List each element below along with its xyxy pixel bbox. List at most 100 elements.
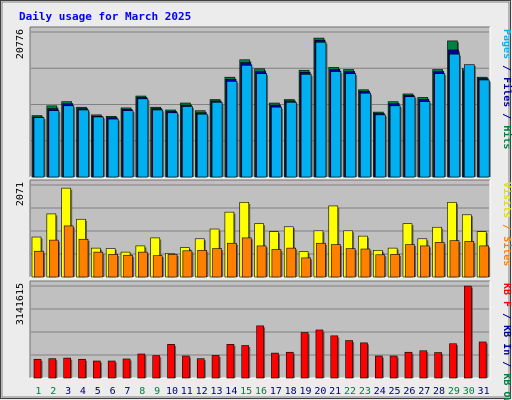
bar-pages-day-22 <box>345 73 356 178</box>
bar-kb-f-day-26 <box>404 351 413 379</box>
max-value-label: 2071 <box>15 182 26 206</box>
bar-sites-day-26 <box>405 244 415 278</box>
bar-pages-day-11 <box>182 106 193 178</box>
bar-kb-f-day-20 <box>315 329 324 379</box>
x-tick-label: 9 <box>154 386 160 397</box>
bar-sites-day-8 <box>138 251 148 278</box>
bar-sites-day-7 <box>123 254 133 278</box>
max-value-label: 3141615 <box>15 283 26 325</box>
bar-kb-f-day-6 <box>107 360 116 379</box>
x-tick-label: 23 <box>359 386 371 397</box>
bar-sites-day-21 <box>330 244 341 278</box>
bar-sites-day-3 <box>63 225 74 278</box>
bar-sites-day-15 <box>241 237 252 278</box>
x-tick-label: 30 <box>463 386 475 397</box>
bar-kb-f-day-8 <box>137 353 146 379</box>
bar-kb-f-day-25 <box>389 355 398 379</box>
bar-pages-day-10 <box>167 112 178 178</box>
bar-kb-f-day-13 <box>211 355 220 379</box>
bar-sites-day-2 <box>49 239 59 278</box>
x-tick-label: 2 <box>50 386 56 397</box>
bar-kb-f-day-27 <box>419 350 428 379</box>
bar-pages-day-4 <box>78 109 89 178</box>
bar-sites-day-13 <box>212 248 222 278</box>
bar-kb-f-day-16 <box>256 325 264 379</box>
bar-pages-day-27 <box>419 101 431 178</box>
x-tick-label: 7 <box>124 386 130 397</box>
x-tick-label: 12 <box>196 386 208 397</box>
legend-label: KB F / KB In / KB Out <box>501 283 512 400</box>
x-tick-label: 11 <box>181 386 193 397</box>
bar-sites-day-5 <box>93 251 104 278</box>
x-tick-label: 6 <box>110 386 116 397</box>
bar-pages-day-20 <box>315 42 327 178</box>
x-tick-label: 17 <box>270 386 282 397</box>
bar-kb-f-day-28 <box>434 352 442 379</box>
bar-sites-day-28 <box>434 242 445 278</box>
bar-sites-day-12 <box>197 250 208 278</box>
bar-sites-day-11 <box>182 250 193 278</box>
x-tick-label: 16 <box>255 386 267 397</box>
bar-kb-f-day-18 <box>285 351 294 379</box>
x-axis-labels: 1 2 3 4 5 6 7 8 9 10 11 12 13 14 15 16 17 18 19 20 21 22 23 24 2… <box>35 386 489 397</box>
x-tick-label: 24 <box>374 386 386 397</box>
x-tick-label: 15 <box>240 386 252 397</box>
bar-kb-f-day-4 <box>78 358 86 379</box>
legend-label: Visits / Sites <box>501 182 512 266</box>
bar-sites-day-20 <box>316 242 326 278</box>
bar-sites-day-30 <box>464 241 475 278</box>
bar-sites-day-31 <box>479 245 489 278</box>
bar-sites-day-9 <box>152 255 163 278</box>
bar-kb-f-day-11 <box>182 355 190 379</box>
bar-kb-f-day-5 <box>93 360 101 379</box>
bar-kb-f-day-12 <box>196 358 205 379</box>
bar-pages-day-21 <box>330 71 342 178</box>
bar-sites-day-1 <box>34 250 44 278</box>
bar-sites-day-18 <box>286 247 297 278</box>
x-tick-label: 19 <box>299 386 311 397</box>
x-tick-label: 26 <box>403 386 415 397</box>
bar-sites-day-19 <box>301 257 311 278</box>
panel-visits: 2071 Visits / Sites <box>15 179 512 278</box>
bar-pages-day-12 <box>196 113 208 178</box>
x-tick-label: 3 <box>65 386 71 397</box>
panel-kbytes: 3141615 KB F / KB In / KB Out <box>15 280 512 400</box>
bar-pages-day-28 <box>434 73 445 178</box>
bar-kb-f-day-10 <box>167 344 175 379</box>
bar-pages-day-1 <box>33 117 45 178</box>
bar-pages-day-29 <box>449 53 460 178</box>
bar-pages-day-7 <box>122 110 134 178</box>
bar-kb-f-day-15 <box>241 345 250 379</box>
x-tick-label: 29 <box>448 386 460 397</box>
bar-kb-f-day-23 <box>360 342 368 379</box>
max-value-label: 20776 <box>15 29 26 59</box>
bar-kb-f-day-24 <box>374 355 383 379</box>
bar-pages-day-16 <box>256 73 267 178</box>
x-tick-label: 10 <box>166 386 178 397</box>
x-tick-label: 8 <box>139 386 145 397</box>
bar-pages-day-26 <box>404 96 416 178</box>
bar-sites-day-29 <box>449 240 460 278</box>
x-tick-label: 1 <box>35 386 41 397</box>
x-tick-label: 18 <box>285 386 297 397</box>
bar-pages-day-6 <box>107 118 119 178</box>
bar-pages-day-30 <box>464 64 475 178</box>
bar-sites-day-17 <box>271 249 282 278</box>
bar-pages-day-24 <box>374 114 386 178</box>
bar-kb-f-day-19 <box>300 332 309 379</box>
bar-kb-f-day-21 <box>330 335 339 379</box>
x-tick-label: 14 <box>225 386 237 397</box>
bar-sites-day-23 <box>360 248 371 278</box>
bar-sites-day-27 <box>420 245 430 278</box>
x-tick-label: 31 <box>478 386 490 397</box>
bar-kb-f-day-29 <box>449 343 457 379</box>
x-tick-label: 20 <box>314 386 326 397</box>
bar-kb-f-day-30 <box>464 285 472 379</box>
bar-kb-f-day-1 <box>33 358 42 379</box>
bar-sites-day-14 <box>227 242 237 278</box>
bar-kb-f-day-7 <box>122 358 131 379</box>
bar-kb-f-day-2 <box>48 358 57 379</box>
panel-hits: 20776 Pages / Files / Hits <box>15 26 512 178</box>
bar-pages-day-23 <box>360 92 371 178</box>
